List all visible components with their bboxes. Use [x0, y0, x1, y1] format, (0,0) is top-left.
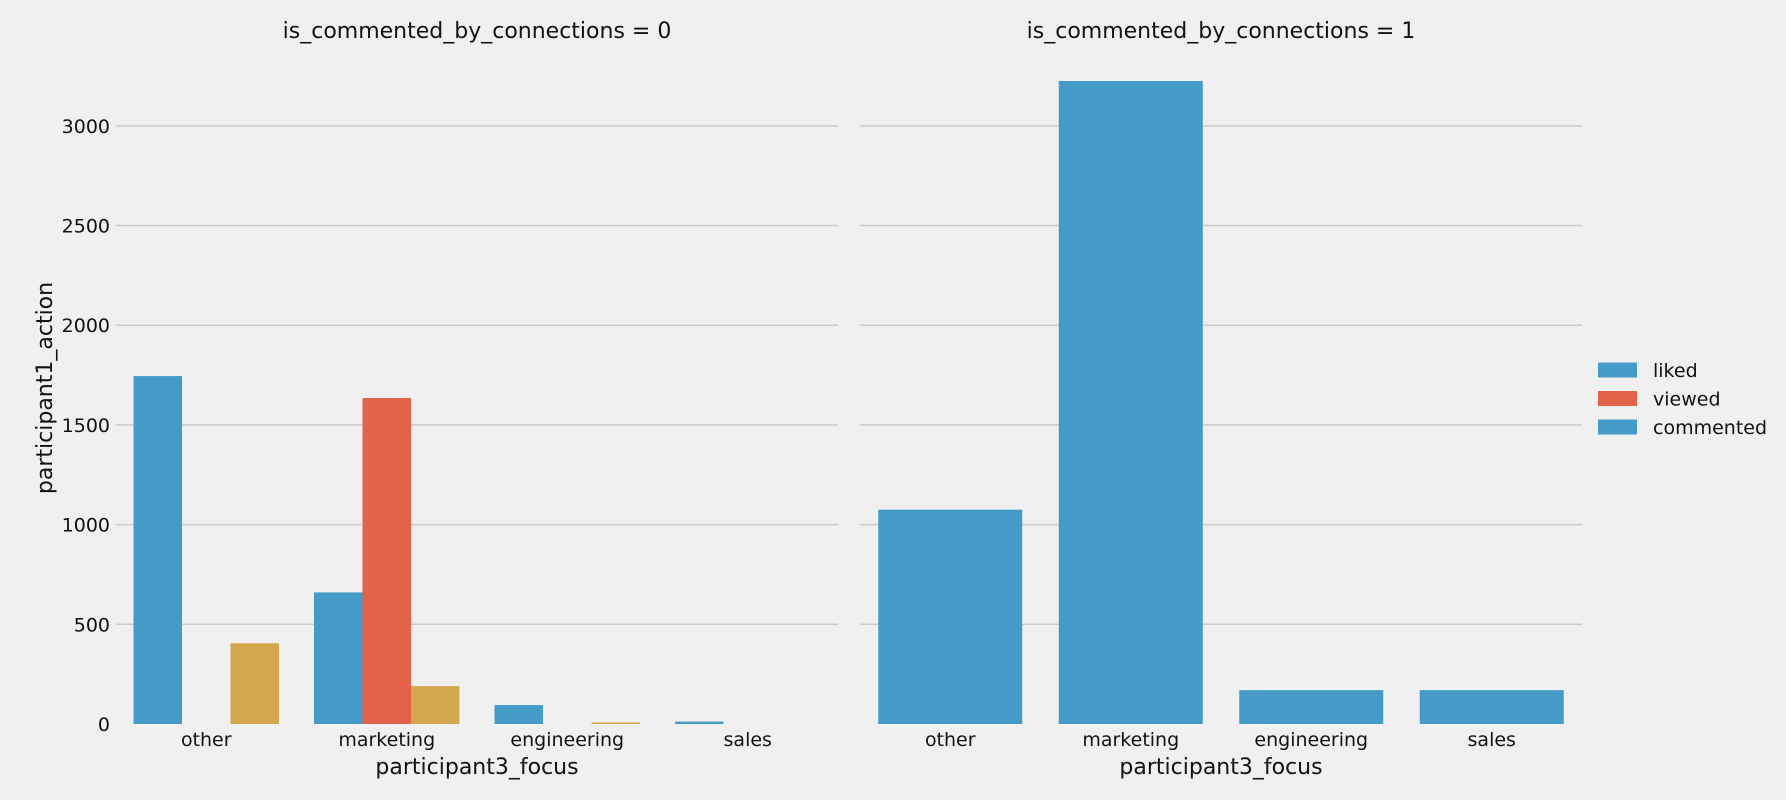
- legend-label-liked: liked: [1653, 360, 1698, 382]
- y-tick-label: 0: [98, 714, 110, 736]
- bar-other-commented: [230, 643, 279, 724]
- x-tick-label: engineering: [510, 729, 624, 751]
- bar-marketing-commented: [1058, 80, 1203, 725]
- x-tick-label: marketing: [338, 729, 435, 751]
- panel-title-right: is_commented_by_connections = 1: [1027, 19, 1416, 44]
- bar-engineering-liked: [494, 705, 543, 724]
- bar-other-commented: [878, 509, 1023, 724]
- bar-other-liked: [133, 376, 182, 724]
- bar-sales-liked: [675, 721, 724, 724]
- x-axis-label-right: participant3_focus: [1119, 755, 1322, 780]
- x-tick-label: other: [181, 729, 232, 751]
- legend-swatch-commented: [1598, 419, 1637, 435]
- x-axis-label-left: participant3_focus: [375, 755, 578, 780]
- y-tick-label: 1500: [62, 415, 110, 437]
- y-tick-label: 2000: [62, 315, 110, 337]
- bar-engineering-commented: [1239, 690, 1384, 724]
- y-tick-label: 1000: [62, 515, 110, 537]
- legend-label-commented: commented: [1653, 417, 1767, 439]
- panel-right: other marketing engineering sales is_commen…: [860, 19, 1582, 780]
- y-axis-label: participant1_action: [33, 282, 58, 494]
- x-tick-label: marketing: [1082, 729, 1179, 751]
- bar-engineering-commented: [591, 722, 640, 724]
- x-tick-label: sales: [724, 729, 772, 751]
- legend-swatch-viewed: [1598, 391, 1637, 406]
- bar-marketing-liked: [314, 592, 363, 724]
- panel-title-left: is_commented_by_connections = 0: [283, 19, 672, 44]
- y-tick-label: 2500: [62, 216, 110, 238]
- x-tick-label: sales: [1468, 729, 1516, 751]
- legend: liked viewed commented: [1598, 360, 1767, 439]
- bar-marketing-commented: [411, 686, 460, 724]
- legend-label-viewed: viewed: [1653, 389, 1721, 411]
- legend-swatch-liked: [1598, 362, 1637, 378]
- bar-marketing-viewed: [362, 398, 411, 724]
- y-tick-label: 500: [74, 614, 110, 636]
- y-tick-label: 3000: [62, 116, 110, 138]
- bar-sales-commented: [1419, 690, 1564, 724]
- panel-left: 0 500 1000 1500 2000 2500 3000 other marketing e…: [33, 19, 838, 780]
- x-tick-label: other: [925, 729, 976, 751]
- x-tick-label: engineering: [1254, 729, 1368, 751]
